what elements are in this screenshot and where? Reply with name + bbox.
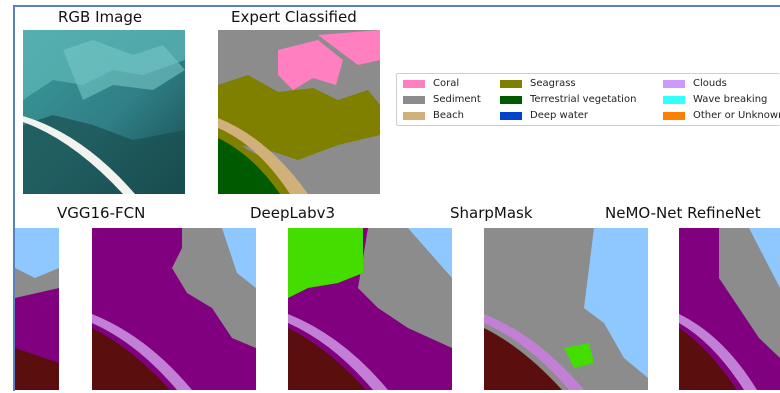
legend-label: Coral — [433, 78, 460, 89]
rgb-image-panel — [23, 30, 185, 194]
legend-label: Terrestrial vegetation — [530, 94, 637, 105]
title-deeplabv3: DeepLabv3 — [250, 204, 336, 222]
figure-frame-left — [13, 5, 15, 391]
nemo-net-refinenet-panel — [679, 228, 780, 390]
rgb-image — [23, 30, 185, 194]
nemo-net-refinenet-map — [679, 228, 780, 390]
legend-item-beach: Beach — [403, 110, 464, 122]
deeplabv3-panel — [288, 228, 452, 390]
legend-label: Deep water — [530, 110, 589, 121]
swatch-sediment — [403, 96, 425, 104]
legend-item-deep-water: Deep water — [500, 110, 588, 122]
sharpmask-panel — [484, 228, 648, 390]
legend-label: Wave breaking — [693, 94, 768, 105]
expert-classified-panel — [218, 30, 380, 194]
title-rgb-image: RGB Image — [58, 8, 143, 26]
deeplabv3-map — [288, 228, 452, 390]
title-nemo-net-refinenet: NeMO-Net RefineNet — [605, 204, 761, 222]
swatch-coral — [403, 80, 425, 88]
title-vgg16-fcn: VGG16-FCN — [57, 204, 146, 222]
legend-item-sediment: Sediment — [403, 94, 481, 106]
swatch-deep-water — [500, 112, 522, 120]
legend-label: Other or Unknown — [693, 110, 780, 121]
legend-item-clouds: Clouds — [663, 78, 727, 90]
swatch-seagrass — [500, 80, 522, 88]
title-expert-classified: Expert Classified — [231, 8, 357, 26]
swatch-wave-breaking — [663, 96, 685, 104]
swatch-terrestrial-vegetation — [500, 96, 522, 104]
swatch-clouds — [663, 80, 685, 88]
legend-item-other-or-unknown: Other or Unknown — [663, 110, 780, 122]
legend-item-seagrass: Seagrass — [500, 78, 576, 90]
legend-item-terrestrial-vegetation: Terrestrial vegetation — [500, 94, 636, 106]
partial-segmentation-map — [15, 228, 59, 390]
legend-label: Sediment — [433, 94, 481, 105]
legend-label: Seagrass — [530, 78, 576, 89]
legend-item-wave-breaking: Wave breaking — [663, 94, 767, 106]
legend-label: Clouds — [693, 78, 727, 89]
legend: Coral Sediment Beach Seagrass Terrestria… — [396, 73, 780, 126]
sharpmask-map — [484, 228, 648, 390]
partial-result-panel — [15, 228, 59, 390]
vgg16-fcn-map — [92, 228, 256, 390]
swatch-beach — [403, 112, 425, 120]
figure-frame-top — [13, 5, 780, 7]
swatch-other-or-unknown — [663, 112, 685, 120]
legend-label: Beach — [433, 110, 464, 121]
legend-item-coral: Coral — [403, 78, 459, 90]
expert-classified-map — [218, 30, 380, 194]
vgg16-fcn-panel — [92, 228, 256, 390]
title-sharpmask: SharpMask — [450, 204, 533, 222]
